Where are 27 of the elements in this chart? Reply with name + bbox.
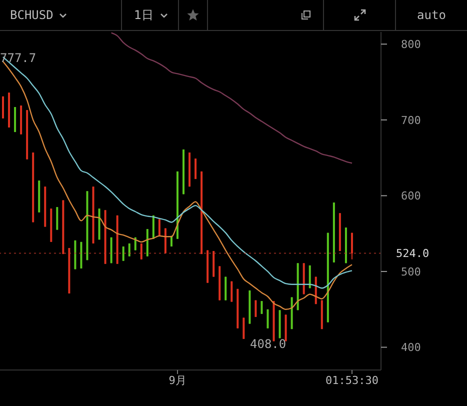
text: 1日 bbox=[134, 6, 154, 24]
candlestick bbox=[254, 300, 257, 318]
y-tick-label: 500 bbox=[401, 265, 421, 278]
candlestick bbox=[194, 158, 197, 180]
y-tick-label: 700 bbox=[401, 114, 421, 127]
candlestick bbox=[260, 300, 263, 314]
candlestick bbox=[140, 242, 142, 260]
line-series bbox=[110, 32, 353, 164]
candlestick bbox=[350, 232, 353, 260]
candlestick bbox=[134, 236, 136, 251]
candlestick bbox=[56, 206, 58, 230]
x-tick-label: 01:53:30 bbox=[326, 374, 378, 387]
candlestick bbox=[230, 280, 233, 302]
y-tick-label: 400 bbox=[401, 341, 421, 354]
candlestick bbox=[122, 246, 124, 262]
y-tick-label: 800 bbox=[401, 38, 421, 52]
candlestick bbox=[242, 317, 245, 340]
annotation: 408.0 bbox=[250, 337, 286, 352]
x-tick-label: 9月 bbox=[168, 374, 186, 387]
candlestick bbox=[224, 276, 227, 301]
chart-title: BCHUSD bbox=[10, 8, 54, 22]
candlestick bbox=[158, 218, 160, 236]
annotation: 777.7 bbox=[0, 51, 36, 65]
candlestick bbox=[266, 308, 269, 329]
text: auto bbox=[416, 8, 447, 22]
ref-line-label: 524.0 bbox=[396, 247, 430, 260]
y-tick-label: 600 bbox=[401, 190, 421, 203]
